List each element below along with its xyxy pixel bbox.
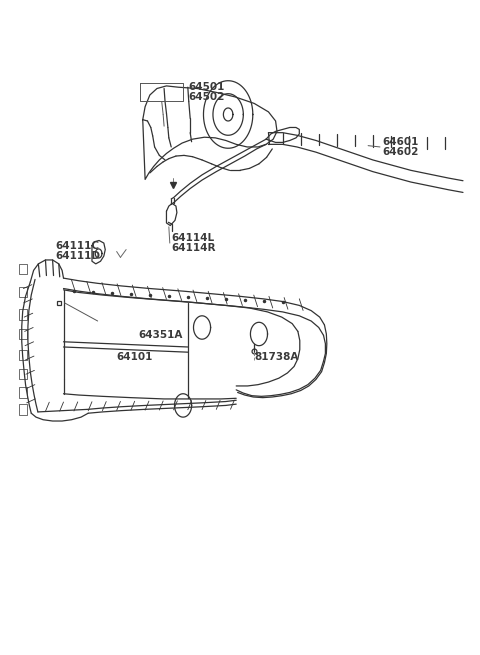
Bar <box>19 369 26 379</box>
Text: 64501: 64501 <box>189 83 225 92</box>
Text: 64114L: 64114L <box>171 233 215 243</box>
Text: 64114R: 64114R <box>171 243 216 253</box>
Text: 64502: 64502 <box>189 92 225 102</box>
Text: 64351A: 64351A <box>138 330 182 341</box>
Text: 81738A: 81738A <box>254 352 299 362</box>
Text: 64101: 64101 <box>117 352 153 362</box>
Bar <box>19 387 26 398</box>
Text: 64602: 64602 <box>383 147 419 157</box>
Bar <box>19 264 26 274</box>
Text: 64601: 64601 <box>383 138 419 147</box>
Bar <box>19 350 26 360</box>
Text: 64111C: 64111C <box>55 241 99 252</box>
Bar <box>19 329 26 339</box>
Bar <box>19 309 26 320</box>
Bar <box>19 404 26 415</box>
Bar <box>19 287 26 297</box>
Text: 64111D: 64111D <box>55 251 100 261</box>
